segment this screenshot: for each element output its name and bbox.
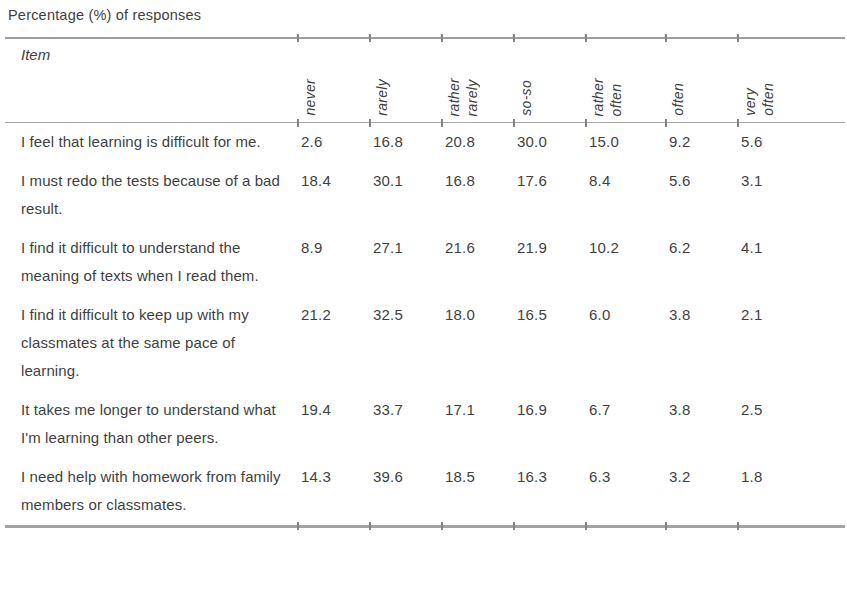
value-cell: 3.8 xyxy=(665,301,737,385)
table-row: I find it difficult to understand the me… xyxy=(5,229,845,296)
column-header-often: often xyxy=(665,39,737,122)
value-cell: 21.9 xyxy=(513,234,585,290)
value-cell: 39.6 xyxy=(369,463,441,519)
item-column-header: Item xyxy=(5,39,297,122)
value-cell: 15.0 xyxy=(585,128,665,156)
column-header-rather-often: rather often xyxy=(585,39,665,122)
value-cell: 33.7 xyxy=(369,396,441,452)
paper-table-page: Percentage (%) of responses Item never r… xyxy=(0,0,847,614)
column-boundary-tick xyxy=(585,522,587,530)
value-cell: 6.0 xyxy=(585,301,665,385)
column-boundary-tick xyxy=(665,522,667,530)
table-header-row: Item never rarely rather rarely so-so ra… xyxy=(5,39,845,122)
value-cell: 21.6 xyxy=(441,234,513,290)
value-cell: 4.1 xyxy=(737,234,845,290)
column-header-rather-rarely: rather rarely xyxy=(441,39,513,122)
value-cell: 8.4 xyxy=(585,167,665,223)
column-header-label: so-so xyxy=(518,80,536,116)
value-cell: 14.3 xyxy=(297,463,369,519)
column-header-rarely: rarely xyxy=(369,39,441,122)
value-cell: 17.6 xyxy=(513,167,585,223)
value-cell: 3.1 xyxy=(737,167,845,223)
value-cell: 16.8 xyxy=(441,167,513,223)
value-cell: 6.7 xyxy=(585,396,665,452)
table-rule-top xyxy=(5,37,845,39)
table-row: I must redo the tests because of a bad r… xyxy=(5,162,845,229)
column-boundary-tick xyxy=(585,119,587,127)
column-boundary-tick xyxy=(369,522,371,530)
value-cell: 1.8 xyxy=(737,463,845,519)
value-cell: 30.1 xyxy=(369,167,441,223)
item-text: I need help with homework from family me… xyxy=(5,463,297,519)
value-cell: 3.8 xyxy=(665,396,737,452)
column-header-label: rather rarely xyxy=(446,78,481,116)
column-boundary-tick xyxy=(737,522,739,530)
value-cell: 18.5 xyxy=(441,463,513,519)
value-cell: 27.1 xyxy=(369,234,441,290)
column-boundary-tick xyxy=(297,522,299,530)
responses-table: Item never rarely rather rarely so-so ra… xyxy=(5,37,845,528)
value-cell: 5.6 xyxy=(665,167,737,223)
item-text: I feel that learning is difficult for me… xyxy=(5,128,297,156)
column-header-label: rather often xyxy=(590,78,625,116)
item-text: It takes me longer to understand what I'… xyxy=(5,396,297,452)
value-cell: 2.1 xyxy=(737,301,845,385)
value-cell: 9.2 xyxy=(665,128,737,156)
value-cell: 17.1 xyxy=(441,396,513,452)
value-cell: 16.3 xyxy=(513,463,585,519)
column-boundary-tick xyxy=(297,34,299,42)
value-cell: 20.8 xyxy=(441,128,513,156)
column-header-label: never xyxy=(302,79,320,116)
column-header-label: often xyxy=(670,83,688,116)
value-cell: 18.0 xyxy=(441,301,513,385)
table-row: I feel that learning is difficult for me… xyxy=(5,123,845,162)
value-cell: 21.2 xyxy=(297,301,369,385)
column-header-so-so: so-so xyxy=(513,39,585,122)
value-cell: 19.4 xyxy=(297,396,369,452)
value-cell: 10.2 xyxy=(585,234,665,290)
value-cell: 8.9 xyxy=(297,234,369,290)
column-header-label: rarely xyxy=(374,79,392,116)
item-text: I find it difficult to understand the me… xyxy=(5,234,297,290)
table-row: I need help with homework from family me… xyxy=(5,458,845,525)
table-rule-bottom xyxy=(5,525,845,528)
value-cell: 18.4 xyxy=(297,167,369,223)
value-cell: 16.8 xyxy=(369,128,441,156)
column-boundary-tick xyxy=(737,34,739,42)
column-boundary-tick xyxy=(585,34,587,42)
column-boundary-tick xyxy=(441,34,443,42)
value-cell: 30.0 xyxy=(513,128,585,156)
value-cell: 16.5 xyxy=(513,301,585,385)
column-boundary-tick xyxy=(513,34,515,42)
column-boundary-tick xyxy=(441,522,443,530)
item-text: I must redo the tests because of a bad r… xyxy=(5,167,297,223)
column-header-very-often: very often xyxy=(737,39,845,122)
value-cell: 2.6 xyxy=(297,128,369,156)
column-boundary-tick xyxy=(665,34,667,42)
value-cell: 3.2 xyxy=(665,463,737,519)
column-header-never: never xyxy=(297,39,369,122)
column-boundary-tick xyxy=(369,34,371,42)
column-boundary-tick xyxy=(513,522,515,530)
table-caption: Percentage (%) of responses xyxy=(8,7,201,23)
value-cell: 5.6 xyxy=(737,128,845,156)
value-cell: 6.2 xyxy=(665,234,737,290)
column-boundary-tick xyxy=(737,119,739,127)
column-boundary-tick xyxy=(665,119,667,127)
value-cell: 6.3 xyxy=(585,463,665,519)
item-text: I find it difficult to keep up with my c… xyxy=(5,301,297,385)
table-rule-header-bottom xyxy=(5,122,845,123)
column-boundary-tick xyxy=(513,119,515,127)
value-cell: 32.5 xyxy=(369,301,441,385)
column-header-label: very often xyxy=(742,83,777,116)
column-boundary-tick xyxy=(369,119,371,127)
column-boundary-tick xyxy=(297,119,299,127)
value-cell: 16.9 xyxy=(513,396,585,452)
table-row: It takes me longer to understand what I'… xyxy=(5,391,845,458)
table-row: I find it difficult to keep up with my c… xyxy=(5,296,845,391)
column-boundary-tick xyxy=(441,119,443,127)
value-cell: 2.5 xyxy=(737,396,845,452)
